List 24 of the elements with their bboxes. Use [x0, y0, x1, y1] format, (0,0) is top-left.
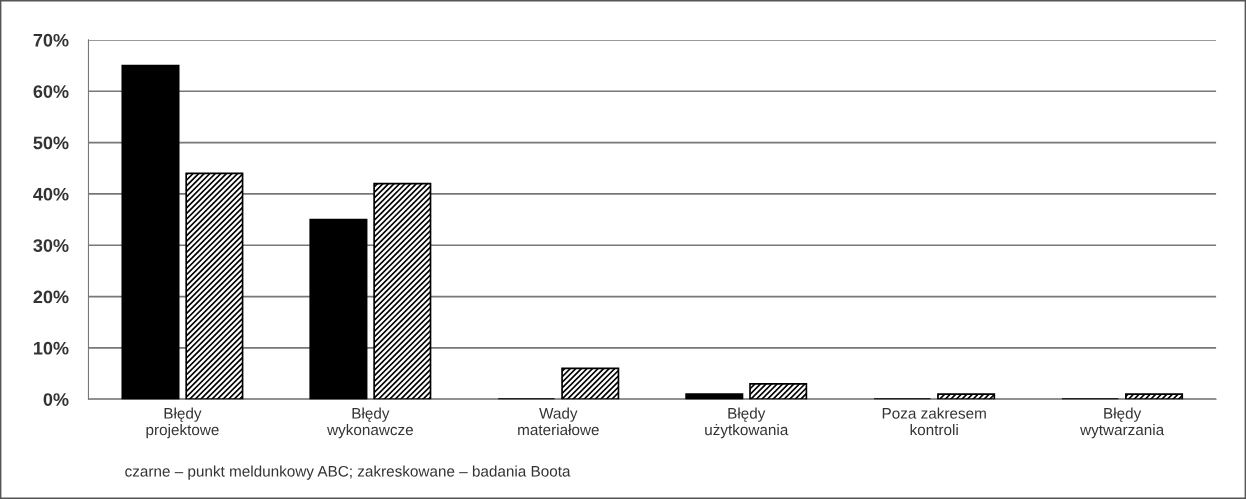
bar: [561, 367, 620, 400]
x-tick-label: Błędy wykonawcze: [327, 407, 413, 439]
x-tick-label: Poza zakresem kontroli: [882, 407, 986, 436]
y-tick-label: 70%: [33, 33, 69, 47]
bar: [937, 393, 996, 400]
x-tick-label: Błędy wytwarzania: [1080, 407, 1165, 439]
bar: [309, 218, 368, 400]
y-tick-label: 20%: [33, 290, 69, 304]
bar: [121, 64, 180, 400]
x-tick-label: Błędy użytkowania: [705, 407, 789, 439]
text: czarne – punkt meldunkowy ABC; zakreskowane – badania Boota: [125, 465, 571, 480]
y-tick-label: 60%: [33, 85, 69, 98]
y-tick-label: 40%: [33, 187, 69, 201]
bar: [185, 172, 244, 400]
x-tick-label: Błędy projektowe: [146, 407, 219, 439]
bar: [1125, 393, 1184, 400]
x-tick-label: Wady materiałowe: [518, 407, 599, 436]
y-tick-label: 10%: [34, 341, 69, 355]
y-tick-label: 0%: [43, 393, 69, 406]
y-tick-label: 50%: [33, 136, 69, 150]
bar: [373, 182, 432, 400]
bar: [749, 382, 808, 400]
bar: [685, 393, 744, 400]
y-tick-label: 30%: [33, 239, 69, 252]
